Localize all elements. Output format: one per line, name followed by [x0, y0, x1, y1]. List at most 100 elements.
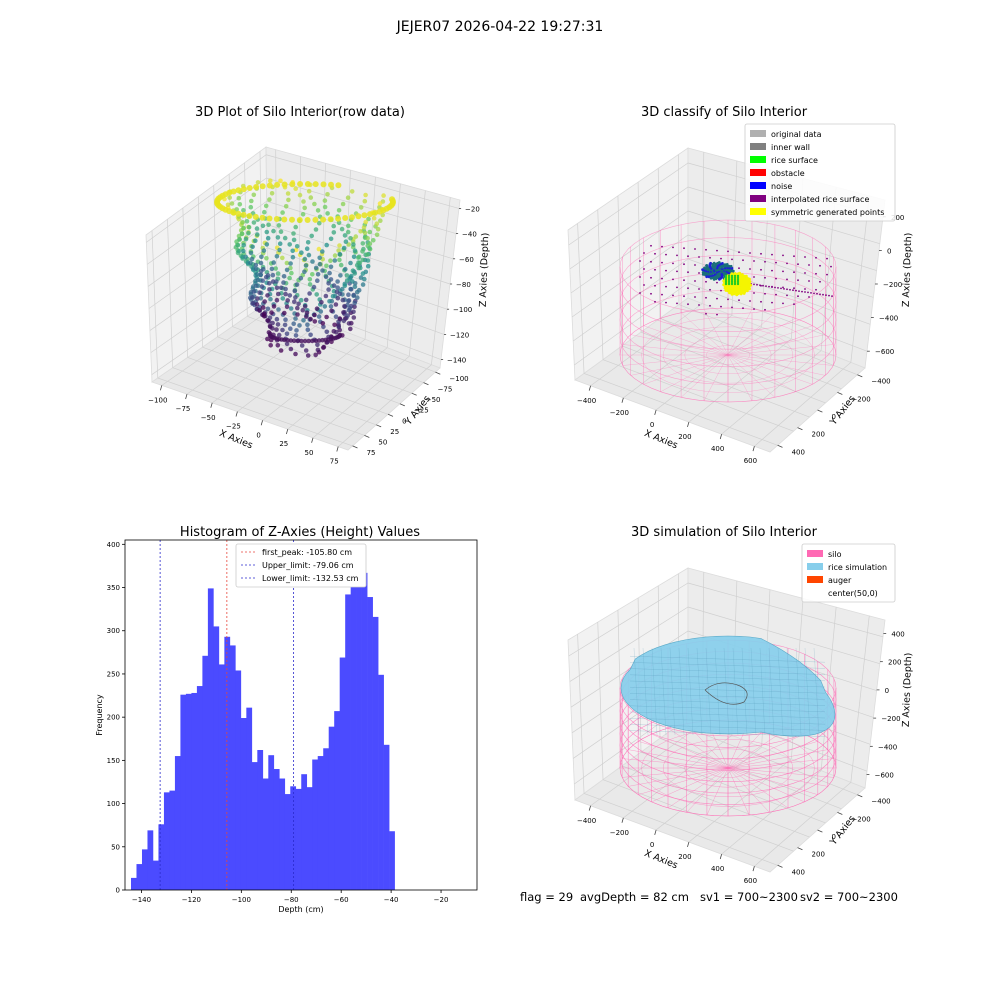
data-point [332, 322, 337, 328]
y-axis-tick-mark [435, 371, 441, 375]
data-point [246, 230, 251, 236]
rice-surface-point [724, 278, 728, 282]
x-axis-tick-label: −75 [176, 405, 191, 413]
data-point [285, 191, 291, 196]
z-axis-tick-label: −100 [453, 306, 472, 314]
rice-mesh-line [750, 647, 757, 736]
data-point [269, 310, 274, 315]
interpolated-point [815, 288, 817, 291]
data-point [267, 197, 272, 202]
data-point [346, 242, 352, 247]
data-point [340, 201, 346, 207]
data-point [268, 178, 273, 183]
interpolated-point [676, 254, 678, 257]
rice-mesh-line [813, 647, 820, 736]
data-point [250, 244, 255, 250]
grid-line [577, 634, 585, 794]
grid-line [659, 318, 842, 390]
z-axis-tick-label: −40 [462, 231, 477, 239]
data-point [341, 310, 346, 315]
grid-line [657, 168, 661, 319]
data-point [323, 274, 329, 280]
interpolated-point [654, 300, 656, 303]
x-axis-tick-label: −100 [148, 396, 167, 404]
classified-point [721, 262, 724, 265]
interpolated-point [831, 295, 833, 297]
grid-line [312, 355, 410, 439]
classified-point [701, 271, 705, 274]
data-point [267, 287, 272, 292]
z-axis-tick-label: −80 [456, 281, 471, 289]
interpolated-point [771, 253, 773, 256]
interpolated-point [756, 283, 758, 286]
x-axis-tick-mark [160, 385, 163, 391]
x-axis-tick-label: 200 [678, 853, 691, 861]
data-point [374, 221, 380, 226]
data-point [267, 333, 273, 338]
data-point [291, 237, 297, 243]
rice-surface-point [733, 278, 737, 282]
panel4-title: 3D simulation of Silo Interior [631, 525, 818, 540]
rice-mesh-line [786, 647, 793, 736]
x-tick-label: −80 [284, 896, 299, 904]
interpolated-point [819, 264, 821, 267]
interpolated-point [782, 286, 784, 289]
interpolated-point [650, 276, 652, 279]
histogram-bar [334, 711, 340, 890]
data-point [315, 347, 321, 353]
data-point [246, 213, 253, 219]
interpolated-point [731, 258, 733, 261]
panel-histogram: −140 −120 −100 −80 −60 −40 −20 0 50 100 150 200 250 3… [95, 539, 478, 914]
data-point [326, 281, 331, 286]
rice-surface-point [730, 278, 734, 282]
legend-label: rice surface [771, 156, 818, 165]
data-point [301, 318, 306, 323]
interpolated-point [786, 262, 788, 265]
data-point [294, 244, 300, 249]
silo-floor-spoke [727, 354, 776, 398]
x-axis-tick-mark [260, 420, 263, 426]
z-axis-tick-label: −600 [875, 772, 894, 780]
legend-swatch [807, 589, 823, 596]
interpolated-point [780, 287, 782, 290]
grid-line [678, 154, 680, 305]
interpolated-point [672, 246, 674, 249]
symmetric-point [748, 280, 752, 284]
data-point [371, 215, 377, 221]
histogram-bar [235, 670, 242, 890]
rice-mesh-line [714, 647, 721, 736]
data-point [273, 216, 280, 222]
silo-floor-spoke [727, 344, 834, 356]
data-point [248, 260, 253, 266]
data-point [270, 320, 275, 326]
data-point [326, 287, 331, 292]
data-point [287, 242, 293, 247]
y-axis-tick-mark [777, 444, 783, 448]
data-point [299, 343, 305, 348]
grid-line [687, 606, 880, 665]
data-point [268, 296, 273, 302]
z-axis-tick-label: −120 [450, 331, 469, 339]
grid-line [187, 357, 377, 426]
silo-floor-spoke [660, 354, 729, 392]
data-point [255, 277, 261, 283]
y-axis-tick-mark [817, 829, 823, 833]
data-point [320, 268, 325, 273]
rice-surface-point [736, 280, 740, 284]
data-point [302, 205, 308, 211]
data-point [287, 293, 293, 298]
data-point [352, 284, 358, 290]
x-axis-tick-label: 0 [256, 431, 260, 439]
data-point [297, 192, 303, 198]
silo-floor-spoke [667, 767, 729, 809]
interpolated-point [797, 279, 799, 282]
data-point [235, 210, 242, 217]
classified-point [723, 263, 727, 266]
grid-line [602, 779, 794, 852]
histogram-bar [378, 674, 384, 890]
data-point [296, 301, 301, 307]
data-point [314, 292, 320, 297]
grid-line [688, 338, 792, 423]
rice-surface-point [724, 282, 728, 286]
rice-mesh-line [804, 647, 811, 736]
